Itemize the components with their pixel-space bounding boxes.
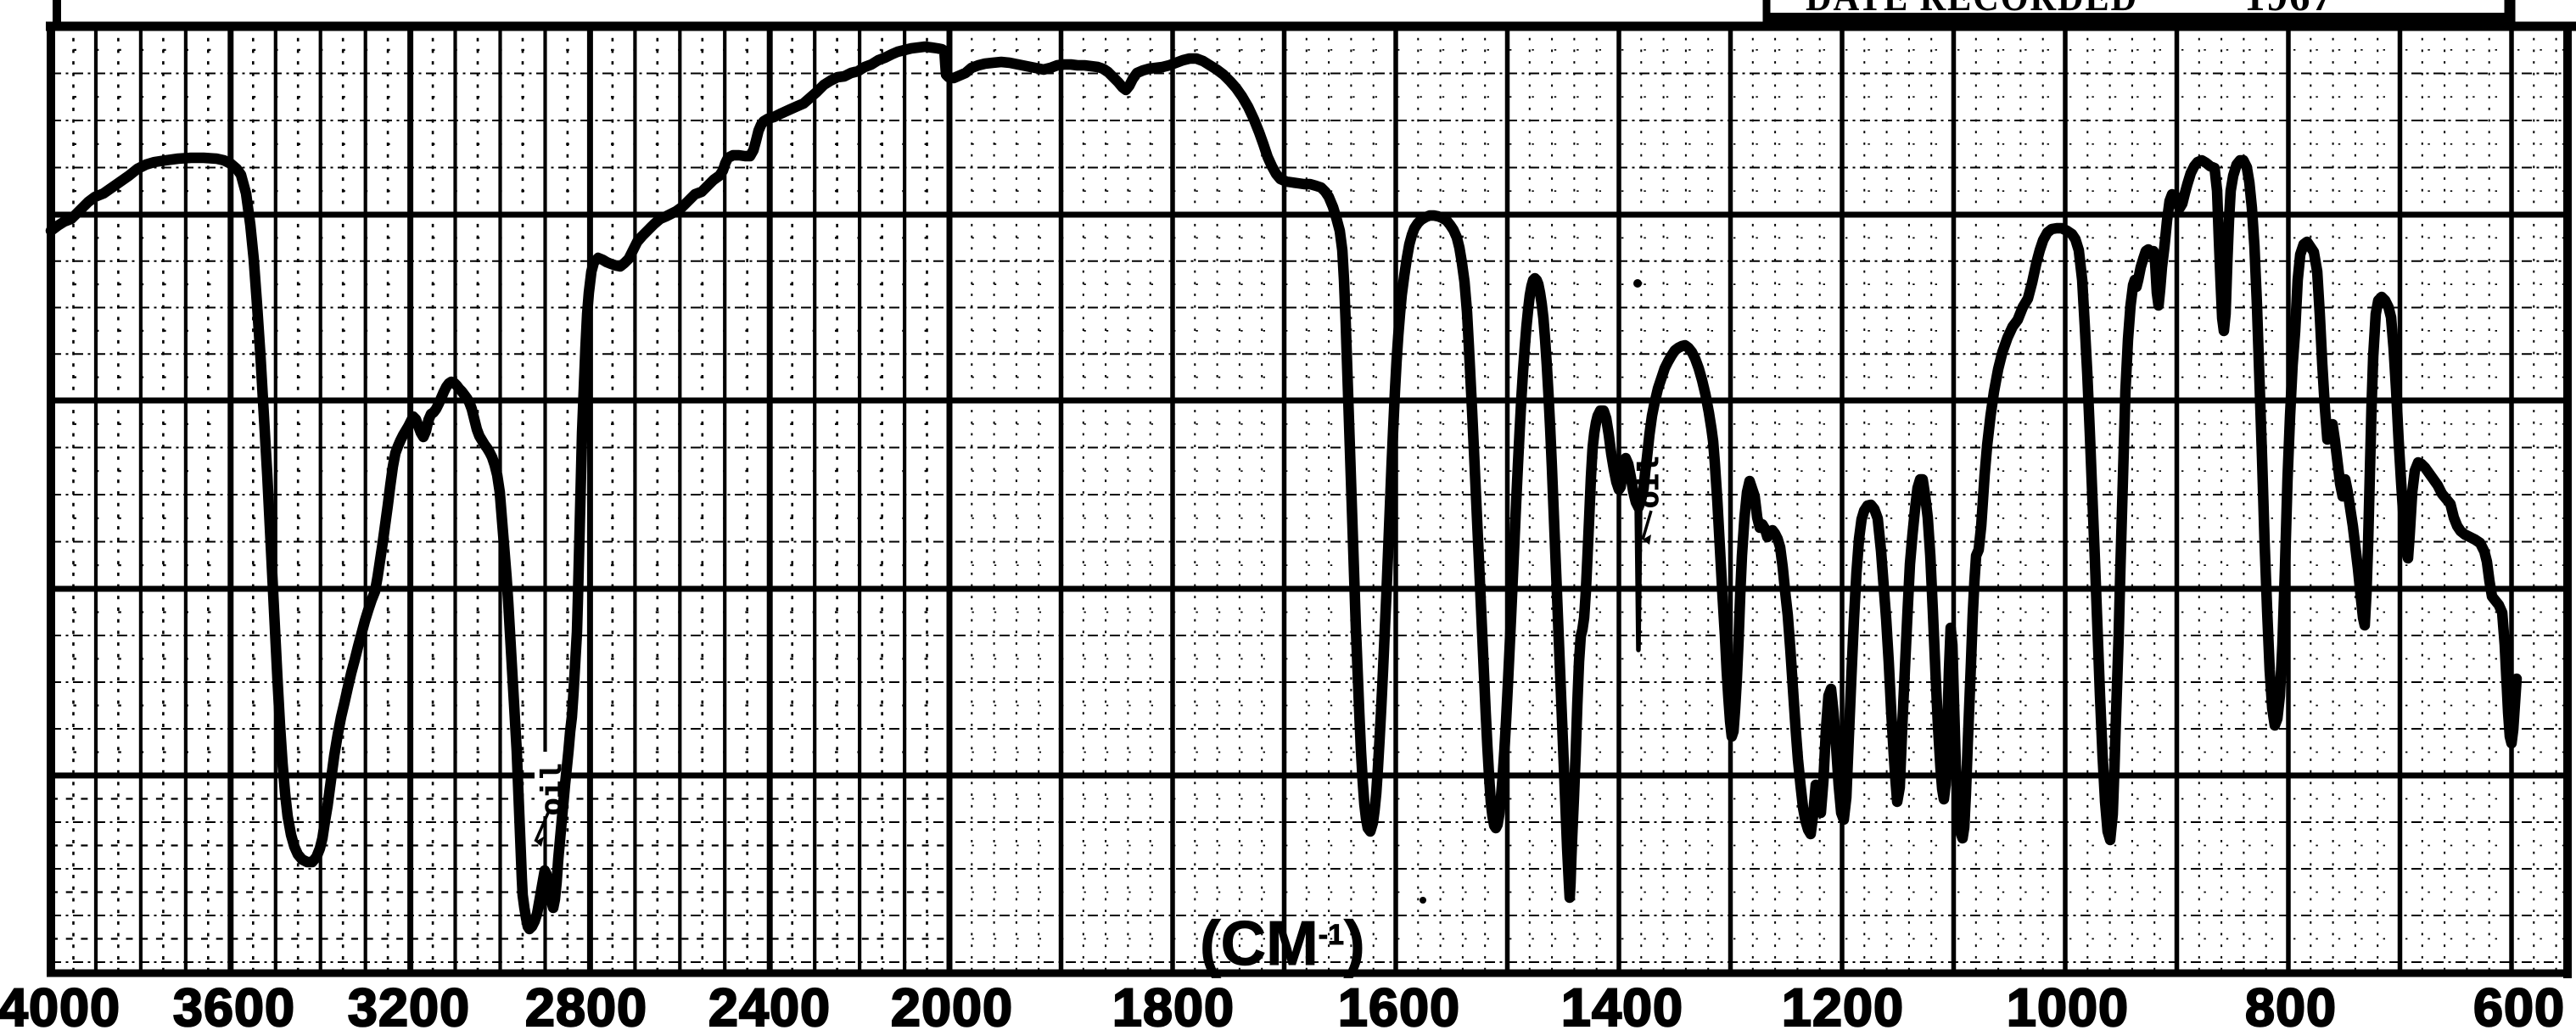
svg-text:oil: oil	[538, 764, 570, 815]
svg-text:3600: 3600	[173, 978, 295, 1030]
svg-text:2000: 2000	[891, 978, 1013, 1030]
svg-text:oil: oil	[1635, 456, 1667, 508]
svg-text:800: 800	[2245, 978, 2337, 1030]
svg-text:2400: 2400	[708, 978, 831, 1030]
svg-text:600: 600	[2473, 978, 2565, 1030]
svg-text:1600: 1600	[1338, 978, 1460, 1030]
svg-text:3200: 3200	[348, 978, 470, 1030]
svg-text:1967: 1967	[2244, 0, 2334, 20]
svg-text:1000: 1000	[2007, 978, 2129, 1030]
svg-text:1200: 1200	[1782, 978, 1904, 1030]
svg-text:2800: 2800	[525, 978, 647, 1030]
svg-text:DATE RECORDED: DATE RECORDED	[1806, 0, 2138, 20]
svg-text:4000: 4000	[0, 978, 120, 1030]
svg-text:1800: 1800	[1112, 978, 1235, 1030]
svg-text:1400: 1400	[1561, 978, 1683, 1030]
